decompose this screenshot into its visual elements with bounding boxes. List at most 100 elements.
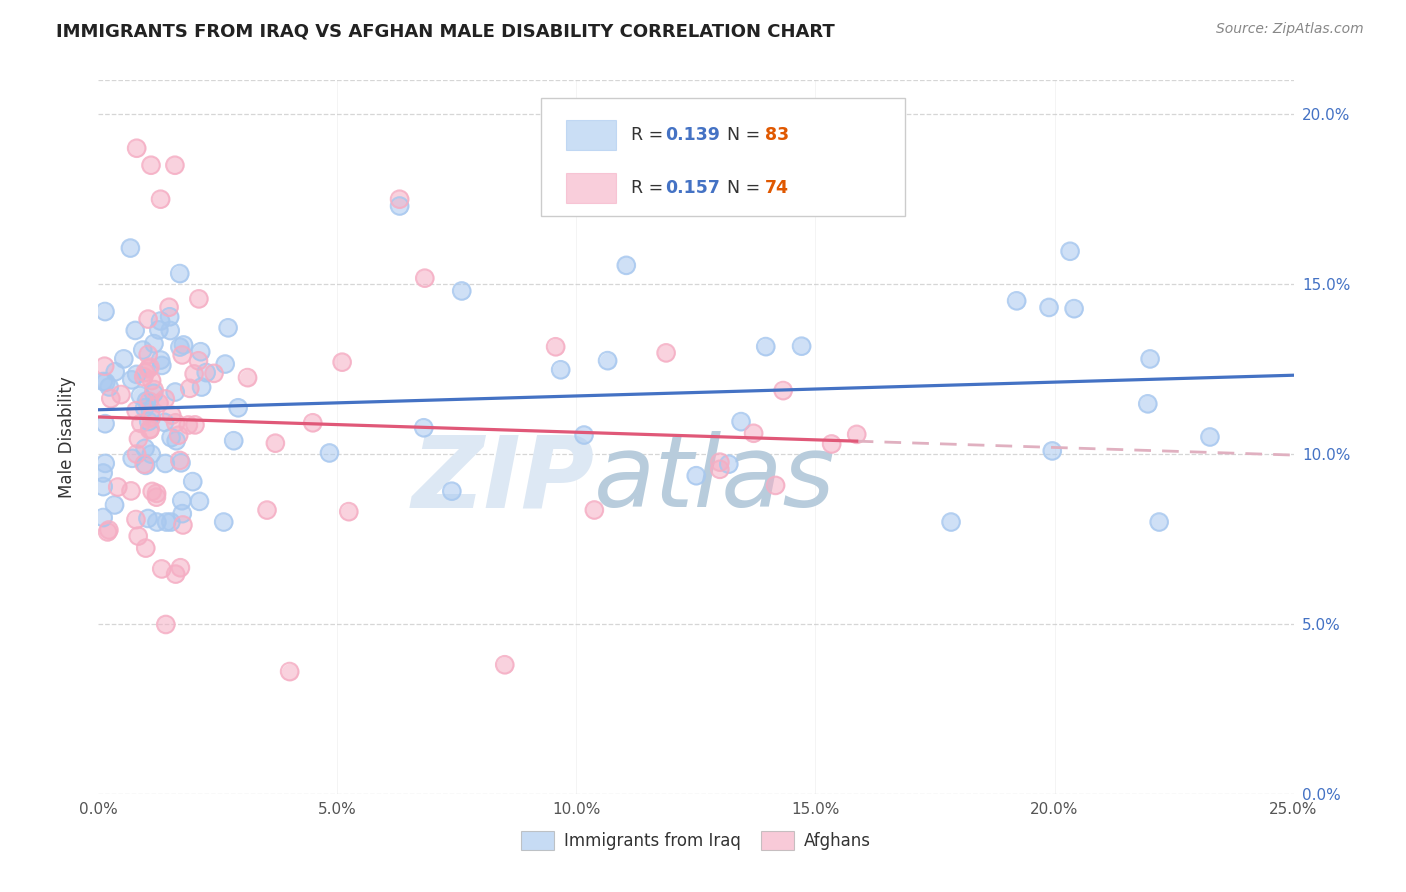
Point (163, 158, 186, 172)
Point (184, 417, 207, 432)
Point (790, 339, 813, 353)
Point (143, 383, 166, 397)
Point (264, 436, 287, 450)
Point (1040, 444, 1063, 458)
Point (256, 503, 278, 517)
Point (91, 479, 114, 493)
Point (127, 529, 149, 543)
Point (187, 292, 209, 306)
Point (100, 392, 122, 406)
Point (596, 353, 619, 368)
Point (150, 359, 173, 373)
Point (135, 394, 157, 409)
Point (139, 422, 162, 436)
Point (450, 284, 472, 298)
Point (93, 375, 115, 389)
Point (170, 456, 193, 470)
Point (165, 416, 187, 430)
Point (93, 375, 115, 389)
Point (413, 271, 436, 285)
Point (94, 376, 117, 390)
Point (94, 417, 117, 431)
Point (124, 323, 146, 337)
Text: N =: N = (727, 179, 766, 197)
Point (655, 346, 678, 360)
Point (125, 447, 148, 461)
Point (709, 462, 731, 476)
Point (772, 384, 794, 398)
Point (212, 515, 235, 529)
Point (181, 475, 204, 489)
Point (1059, 244, 1081, 259)
Legend: Immigrants from Iraq, Afghans: Immigrants from Iraq, Afghans (515, 824, 877, 857)
Point (256, 503, 278, 517)
Point (264, 436, 287, 450)
Point (138, 414, 160, 428)
Point (149, 353, 172, 368)
Point (153, 415, 176, 429)
Point (195, 366, 218, 380)
Point (169, 560, 191, 574)
Point (145, 490, 167, 504)
Point (709, 455, 731, 469)
Point (169, 453, 191, 467)
Point (236, 370, 259, 384)
Point (139, 422, 162, 436)
Point (135, 458, 157, 473)
Point (121, 451, 143, 466)
Point (765, 478, 787, 492)
Point (165, 384, 187, 399)
Point (141, 410, 163, 425)
Point (129, 389, 152, 403)
Point (717, 457, 740, 471)
Point (388, 199, 411, 213)
Point (121, 373, 143, 387)
Point (120, 241, 142, 255)
Point (730, 415, 752, 429)
Point (820, 437, 842, 451)
Point (184, 417, 207, 432)
Point (107, 480, 129, 494)
Point (138, 423, 160, 437)
Point (214, 357, 236, 371)
Point (139, 158, 162, 172)
Point (125, 141, 148, 155)
Point (1147, 515, 1170, 529)
Point (125, 447, 148, 461)
Point (139, 360, 162, 375)
Point (217, 320, 239, 334)
Point (165, 567, 187, 582)
Point (91, 510, 114, 524)
Point (141, 484, 163, 499)
Point (149, 192, 172, 206)
Point (202, 367, 225, 381)
Point (93, 359, 115, 374)
Text: atlas: atlas (595, 432, 837, 528)
Point (134, 366, 156, 380)
Point (125, 403, 148, 417)
Text: ZIP: ZIP (412, 432, 595, 528)
Point (136, 347, 159, 361)
Point (103, 498, 125, 512)
Point (412, 421, 434, 435)
Point (134, 366, 156, 380)
Point (820, 437, 842, 451)
Point (939, 515, 962, 529)
Point (143, 336, 166, 351)
Point (136, 511, 159, 525)
Text: 0.157: 0.157 (665, 179, 720, 197)
Point (278, 665, 301, 679)
Point (141, 447, 163, 461)
Text: 0.139: 0.139 (665, 126, 720, 144)
Point (148, 396, 170, 410)
Point (572, 428, 595, 442)
Point (195, 366, 218, 380)
Point (172, 348, 194, 362)
Point (157, 300, 180, 314)
Point (160, 431, 183, 445)
Point (125, 368, 148, 382)
Point (1147, 515, 1170, 529)
Point (121, 451, 143, 466)
Point (121, 373, 143, 387)
Point (159, 310, 181, 324)
